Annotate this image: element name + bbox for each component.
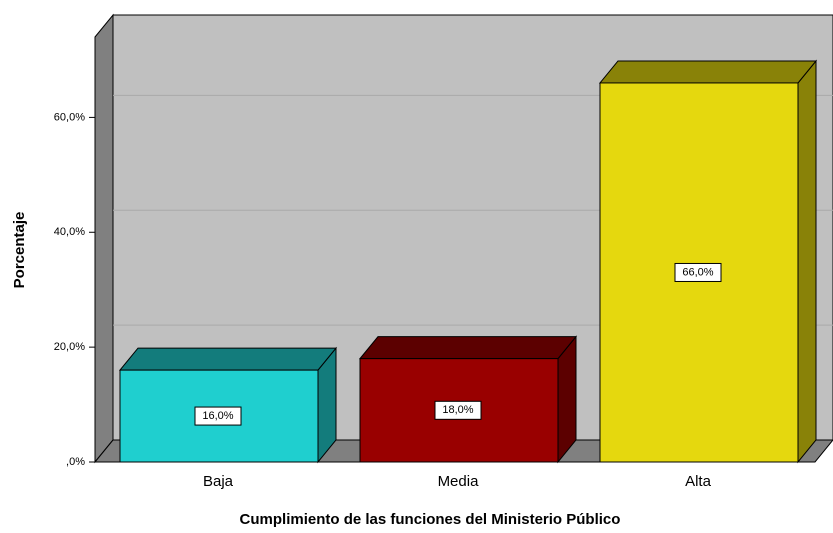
value-label: 66,0% bbox=[682, 266, 713, 278]
x-axis-title: Cumplimiento de las funciones del Minist… bbox=[240, 511, 621, 528]
value-label: 16,0% bbox=[202, 410, 233, 422]
y-tick-label: 40,0% bbox=[54, 226, 85, 238]
y-axis-title: Porcentaje bbox=[11, 212, 28, 289]
left-wall bbox=[94, 13, 114, 464]
y-tick-label: ,0% bbox=[66, 456, 85, 468]
bar-top bbox=[358, 336, 578, 360]
value-label-box bbox=[194, 406, 242, 426]
bar-side bbox=[797, 59, 817, 464]
bar-top bbox=[118, 347, 338, 371]
value-label-box bbox=[434, 400, 482, 420]
y-tick-label: 20,0% bbox=[54, 341, 85, 353]
value-label-box bbox=[674, 262, 722, 282]
x-tick-label: Alta bbox=[685, 473, 712, 490]
x-tick-label: Baja bbox=[203, 473, 234, 490]
y-tick-label: 60,0% bbox=[54, 111, 85, 123]
value-label: 18,0% bbox=[442, 404, 473, 416]
bar-top bbox=[598, 60, 818, 84]
x-tick-label: Media bbox=[438, 473, 480, 490]
